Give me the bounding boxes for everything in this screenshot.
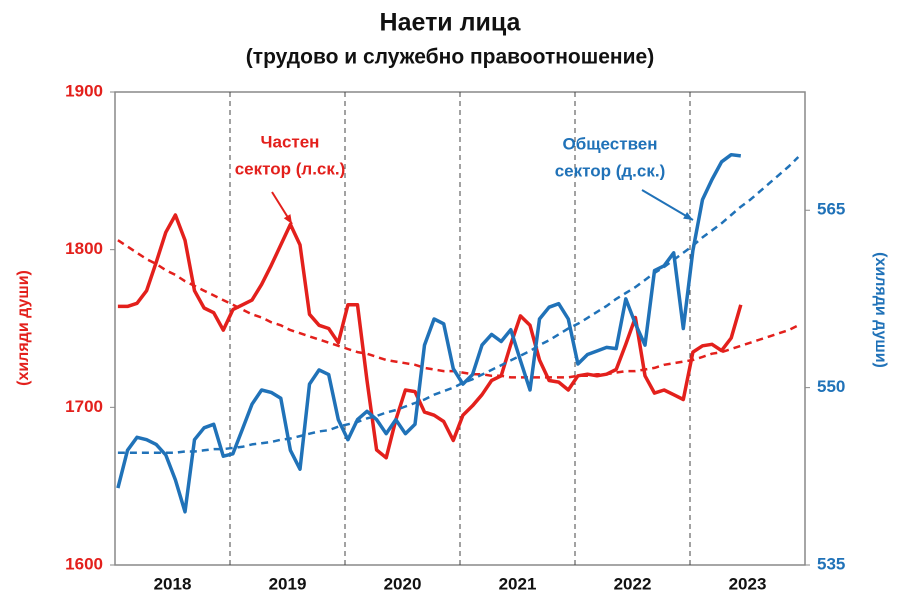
y-tick-label: 1600 <box>65 554 103 573</box>
series-line <box>116 152 742 514</box>
x-tick-label: 2020 <box>384 574 422 593</box>
annotation: Частен <box>261 132 320 151</box>
y-tick-label: 1700 <box>65 397 103 416</box>
annotation: сектор (д.ск.) <box>555 161 666 180</box>
annotation-arrowhead <box>283 214 292 224</box>
y2-tick-label: 565 <box>817 200 845 219</box>
trend-line <box>117 156 800 454</box>
x-tick-label: 2018 <box>154 574 192 593</box>
x-tick-label: 2019 <box>269 574 307 593</box>
y2-axis-label: (хиляди души) <box>872 252 889 368</box>
chart-title: Наети лица <box>380 9 522 37</box>
y-tick-label: 1900 <box>65 81 103 100</box>
x-tick-label: 2022 <box>614 574 652 593</box>
x-tick-label: 2021 <box>499 574 537 593</box>
annotation: Обществен <box>562 134 657 153</box>
y-tick-label: 1800 <box>65 239 103 258</box>
y-axis-label: (хиляди души) <box>15 270 32 386</box>
chart-subtitle: (трудово и служебно правоотношение) <box>246 46 654 69</box>
annotation: сектор (л.ск.) <box>235 159 346 178</box>
x-tick-label: 2023 <box>729 574 767 593</box>
y2-tick-label: 550 <box>817 377 845 396</box>
annotation-arrow <box>641 189 694 221</box>
y2-tick-label: 535 <box>817 554 845 573</box>
annotation-arrowhead <box>683 211 693 220</box>
